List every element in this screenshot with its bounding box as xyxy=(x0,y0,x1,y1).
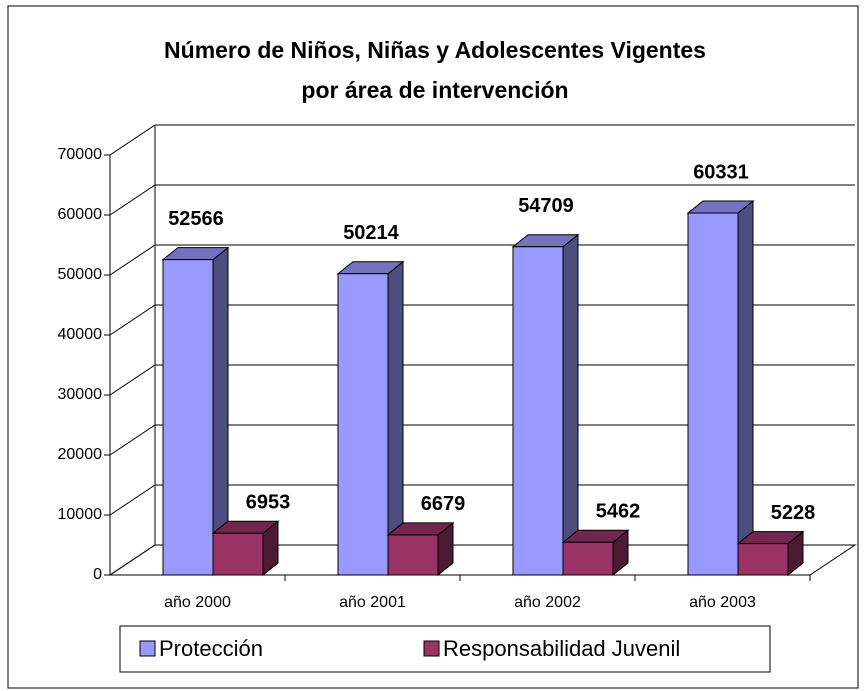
y-tick-label: 60000 xyxy=(58,206,103,223)
bar xyxy=(212,532,264,576)
x-tick-label: año 2003 xyxy=(689,594,756,611)
legend-swatch xyxy=(139,640,156,657)
y-tick-label: 40000 xyxy=(58,326,103,343)
data-label: 60331 xyxy=(693,161,749,183)
bar-side xyxy=(562,233,579,577)
bar xyxy=(162,259,214,576)
y-tick-label: 30000 xyxy=(58,386,103,403)
data-label: 5462 xyxy=(596,501,641,523)
data-label: 52566 xyxy=(168,208,224,230)
bar xyxy=(562,541,614,576)
grid-line xyxy=(109,244,855,276)
grid-line xyxy=(109,124,855,156)
y-tick-label: 50000 xyxy=(58,266,103,283)
data-label: 54709 xyxy=(518,195,574,217)
grid-line xyxy=(109,364,855,396)
bar xyxy=(687,212,739,576)
x-tick-label: año 2001 xyxy=(339,594,406,611)
legend-label: Protección xyxy=(159,636,263,661)
y-tick-label: 0 xyxy=(93,566,102,583)
y-tick-label: 70000 xyxy=(58,146,103,163)
chart-title: Número de Niños, Niñas y Adolescentes Vi… xyxy=(164,37,706,63)
grid-line xyxy=(109,424,855,456)
data-label: 6679 xyxy=(421,493,466,515)
grid-line xyxy=(109,184,855,216)
legend-box xyxy=(119,625,771,673)
bar xyxy=(512,246,564,576)
data-label: 5228 xyxy=(771,502,816,524)
grid-line xyxy=(109,484,855,516)
bar xyxy=(387,534,439,576)
legend-label: Responsabilidad Juvenil xyxy=(443,636,680,661)
y-tick-label: 10000 xyxy=(58,506,103,523)
y-tick-label: 20000 xyxy=(58,446,103,463)
grid-line xyxy=(109,304,855,336)
chart-title: por área de intervención xyxy=(301,77,568,103)
data-label: 6953 xyxy=(246,492,291,514)
bar-side xyxy=(737,199,754,577)
data-label: 50214 xyxy=(343,222,399,244)
x-tick-label: año 2002 xyxy=(514,594,581,611)
bar xyxy=(737,543,789,576)
bar xyxy=(337,273,389,576)
legend-swatch xyxy=(423,640,440,657)
x-tick-label: año 2000 xyxy=(164,594,231,611)
